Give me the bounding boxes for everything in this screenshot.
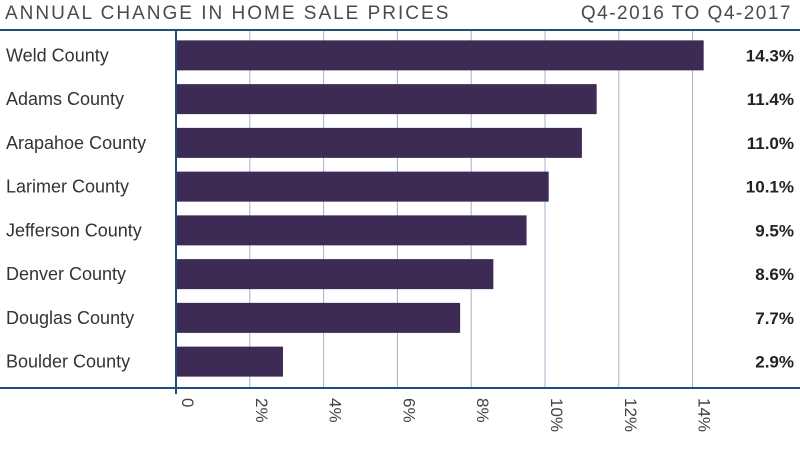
tick-label-8: 8% [473,398,492,423]
category-label-3: Larimer County [6,177,129,197]
value-label-3: 10.1% [746,178,794,197]
category-label-0: Weld County [6,45,109,65]
chart-period: Q4-2016 TO Q4-2017 [580,3,792,24]
bar-7 [176,346,284,377]
bar-1 [176,84,597,115]
bar-0 [176,40,704,71]
bar-3 [176,171,549,202]
value-label-5: 8.6% [755,265,794,284]
category-label-6: Douglas County [6,308,134,328]
tick-label-2: 2% [252,398,271,423]
value-label-0: 14.3% [746,46,794,65]
tick-label-6: 6% [399,398,418,423]
category-label-4: Jefferson County [6,220,142,240]
value-label-7: 2.9% [755,353,794,372]
bar-6 [176,302,461,333]
category-label-5: Denver County [6,264,126,284]
bar-layer [176,40,704,377]
value-label-2: 11.0% [747,134,794,153]
category-label-2: Arapahoe County [6,133,146,153]
value-label-6: 7.7% [755,309,794,328]
bar-5 [176,259,494,290]
tick-label-4: 4% [326,398,345,423]
value-label-4: 9.5% [755,221,794,240]
category-label-1: Adams County [6,89,124,109]
grid-layer [249,30,694,388]
tick-label-0: 0 [178,398,197,407]
value-label-1: 11.4% [747,90,794,109]
tick-label-14: 14% [695,398,714,432]
tick-label-12: 12% [621,398,640,432]
category-label-7: Boulder County [6,352,130,372]
axis-layer: 0 2% 4% 6% 8% 10% 12% 14% [0,29,800,432]
label-layer: Weld County 14.3% Adams County 11.4% Arapaho… [6,45,794,371]
chart-title: ANNUAL CHANGE IN HOME SALE PRICES [5,3,451,24]
tick-label-10: 10% [547,398,566,432]
bar-2 [176,127,582,158]
bar-4 [176,215,527,246]
